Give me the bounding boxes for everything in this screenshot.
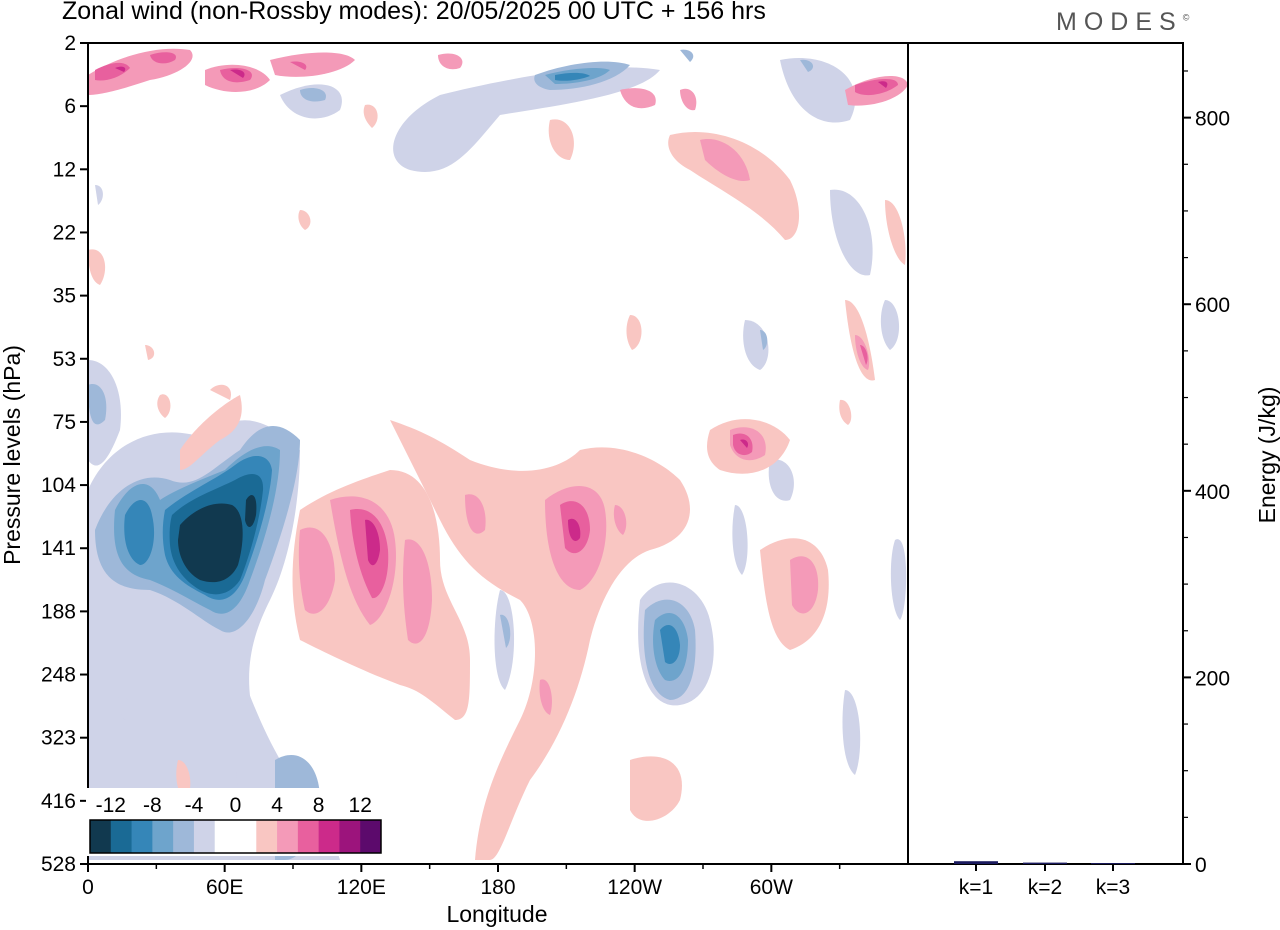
energy-bar-label: k=3 xyxy=(1096,876,1130,899)
energy-bar-labels: k=1 k=2 k=3 xyxy=(959,864,1130,899)
y-tick-label: 323 xyxy=(41,727,76,750)
energy-bar-k2 xyxy=(1023,862,1067,864)
heatmap-contours xyxy=(88,48,908,860)
y-tick-label: 248 xyxy=(41,664,76,687)
energy-tick-label: 0 xyxy=(1195,854,1207,877)
y-tick-label: 53 xyxy=(53,348,76,371)
colorbar-swatch xyxy=(131,820,153,853)
colorbar-swatch xyxy=(277,820,299,853)
colorbar-swatch xyxy=(339,820,361,853)
energy-bar-label: k=1 xyxy=(959,876,993,899)
colorbar-swatch xyxy=(110,820,133,853)
energy-tick-label: 800 xyxy=(1195,108,1230,131)
colorbar-label: -12 xyxy=(96,794,126,817)
colorbar-label: 8 xyxy=(313,794,325,817)
energy-tick-label: 600 xyxy=(1195,294,1230,317)
energy-tick-label: 200 xyxy=(1195,667,1230,690)
colorbar-label: 0 xyxy=(230,794,242,817)
y-tick-label: 416 xyxy=(41,790,76,813)
y-tick-label: 528 xyxy=(41,853,76,876)
x-tick-label: 120E xyxy=(337,876,386,899)
x-tick-label: 180 xyxy=(480,876,515,899)
colorbar-swatch xyxy=(297,820,320,853)
logo-mark: © xyxy=(1182,12,1190,23)
colorbar-swatch xyxy=(214,820,236,853)
colorbar: -12 -8 -4 0 4 8 12 xyxy=(86,788,386,856)
colorbar-swatches xyxy=(89,819,382,854)
colorbar-label: -4 xyxy=(185,794,204,817)
chart-title: Zonal wind (non-Rossby modes): 20/05/202… xyxy=(62,0,766,25)
logo-text: MODES xyxy=(1056,8,1183,36)
energy-frame xyxy=(907,42,1184,865)
y-tick-label: 6 xyxy=(64,95,76,118)
colorbar-swatch xyxy=(90,820,112,853)
y-tick-label: 35 xyxy=(53,285,76,308)
colorbar-label: -8 xyxy=(143,794,162,817)
y-tick-label: 104 xyxy=(41,474,76,497)
colorbar-swatch xyxy=(173,820,195,853)
energy-axis-title: Energy (J/kg) xyxy=(1254,387,1280,524)
energy-tick-label: 400 xyxy=(1195,481,1230,504)
x-axis-title: Longitude xyxy=(446,901,547,927)
y-tick-label: 12 xyxy=(53,158,76,181)
x-axis-ticks: 0 60E 120E 180 120W 60W xyxy=(82,864,841,899)
y-tick-label: 2 xyxy=(64,32,76,55)
colorbar-labels: -12 -8 -4 0 4 8 12 xyxy=(96,794,372,817)
energy-bar-k3 xyxy=(1091,863,1135,865)
colorbar-swatch xyxy=(318,820,340,853)
y-tick-label: 75 xyxy=(53,411,76,434)
y-tick-label: 22 xyxy=(53,221,76,244)
x-tick-label: 60W xyxy=(750,876,793,899)
colorbar-border xyxy=(89,819,382,854)
y-axis-ticks: 2 6 12 22 35 53 75 104 141 188 248 323 416 528 xyxy=(41,32,88,876)
x-tick-label: 120W xyxy=(607,876,662,899)
contour-pos-8 xyxy=(115,66,888,566)
y-axis-title: Pressure levels (hPa) xyxy=(0,345,25,565)
energy-bars xyxy=(954,861,1135,865)
x-tick-label: 60E xyxy=(206,876,243,899)
colorbar-label: 12 xyxy=(349,794,372,817)
y-tick-label: 141 xyxy=(41,537,76,560)
colorbar-swatch xyxy=(360,820,382,853)
contour-neg-14 xyxy=(178,495,257,583)
y-tick-label: 188 xyxy=(41,600,76,623)
modes-logo: MODES© xyxy=(1056,8,1189,37)
colorbar-swatch xyxy=(235,820,257,853)
energy-axis-ticks: 0 200 400 600 800 xyxy=(1183,70,1230,877)
colorbar-swatch xyxy=(193,820,216,853)
colorbar-swatch xyxy=(152,820,174,853)
energy-bar-k1 xyxy=(954,861,998,864)
x-tick-label: 0 xyxy=(82,876,94,899)
colorbar-label: 4 xyxy=(271,794,283,817)
colorbar-swatch xyxy=(256,820,278,853)
energy-bar-label: k=2 xyxy=(1028,876,1062,899)
